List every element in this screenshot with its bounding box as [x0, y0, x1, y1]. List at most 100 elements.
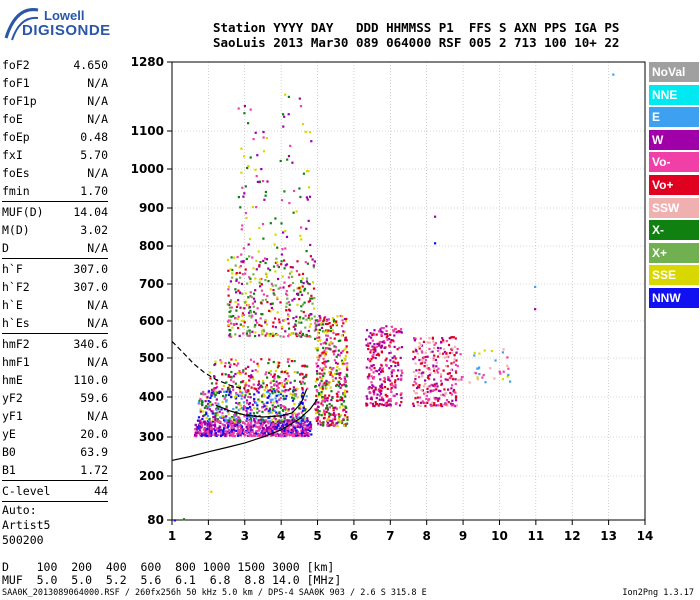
echo-point — [213, 415, 216, 418]
echo-point — [237, 384, 241, 387]
footer-version: Ion2Png 1.3.17 — [622, 588, 694, 598]
echo-point — [246, 303, 250, 307]
echo-point — [227, 419, 230, 422]
echo-point — [269, 222, 272, 225]
echo-point — [310, 433, 313, 436]
echo-point — [612, 73, 615, 76]
echo-point — [332, 350, 335, 353]
echo-point — [312, 264, 315, 267]
echo-point — [253, 387, 256, 390]
echo-point — [376, 370, 379, 373]
echo-point — [432, 357, 435, 360]
echo-point — [230, 358, 233, 361]
echo-point — [241, 394, 244, 397]
echo-point — [299, 105, 303, 108]
echo-point — [273, 377, 276, 380]
echo-point — [337, 339, 340, 343]
echo-point — [305, 333, 308, 336]
echo-point — [293, 360, 296, 363]
echo-point — [262, 403, 265, 406]
echo-point — [243, 155, 246, 158]
echo-point — [241, 393, 244, 396]
echo-point — [292, 332, 295, 335]
echo-point — [369, 332, 372, 335]
echo-point — [342, 418, 345, 422]
echo-point — [329, 330, 332, 333]
echo-point — [304, 417, 307, 420]
echo-point — [301, 123, 305, 126]
echo-point — [261, 299, 264, 302]
echo-point — [269, 411, 272, 414]
echo-point — [235, 279, 238, 282]
echo-point — [301, 332, 304, 335]
echo-point — [245, 216, 248, 220]
echo-point — [285, 290, 288, 293]
echo-point — [317, 392, 321, 395]
echo-point — [314, 417, 317, 420]
echo-point — [303, 434, 307, 437]
param-label: foF1p — [2, 94, 37, 108]
echo-point — [208, 421, 211, 424]
echo-point — [335, 392, 338, 395]
echo-point — [305, 318, 308, 321]
echo-point — [304, 424, 307, 427]
echo-point — [211, 420, 215, 423]
echo-point — [433, 388, 436, 392]
echo-point — [246, 411, 249, 414]
echo-point — [339, 314, 342, 318]
echo-point — [337, 417, 340, 420]
echo-point — [210, 431, 213, 434]
echo-point — [231, 386, 235, 389]
echo-point — [231, 272, 234, 275]
echo-point — [239, 408, 242, 411]
echo-point — [248, 403, 251, 406]
echo-point — [279, 159, 282, 163]
echo-point — [451, 351, 454, 354]
echo-point — [303, 427, 306, 430]
echo-point — [279, 434, 282, 437]
echo-point — [247, 389, 250, 392]
echo-point — [391, 369, 394, 372]
echo-point — [341, 398, 344, 401]
echo-point — [337, 353, 340, 356]
echo-point — [284, 420, 287, 423]
echo-point — [387, 337, 391, 341]
x-tick-label: 2 — [204, 529, 212, 543]
echo-point — [451, 347, 454, 350]
echo-point — [329, 419, 332, 422]
echo-point — [242, 432, 245, 435]
echo-point — [316, 409, 319, 412]
echo-point — [229, 268, 232, 271]
echo-point — [453, 388, 456, 392]
echo-point — [276, 401, 279, 404]
echo-point — [268, 393, 271, 396]
echo-point — [256, 404, 259, 407]
echo-point — [426, 341, 429, 344]
echo-point — [248, 379, 251, 382]
echo-point — [316, 336, 319, 339]
echo-point — [262, 382, 265, 385]
echo-point — [328, 371, 331, 374]
echo-point — [311, 302, 314, 305]
echo-point — [424, 382, 427, 386]
echo-point — [199, 408, 202, 411]
echo-point — [473, 351, 476, 354]
echo-point — [379, 367, 382, 370]
echo-point — [281, 275, 284, 278]
echo-point — [331, 420, 334, 423]
echo-point — [257, 365, 260, 368]
echo-point — [303, 375, 306, 378]
echo-point — [468, 381, 471, 384]
echo-point — [277, 382, 280, 385]
echo-point — [335, 384, 338, 387]
echo-point — [249, 406, 252, 409]
echo-point — [236, 423, 239, 426]
echo-point — [278, 411, 281, 414]
echo-point — [265, 407, 268, 410]
echo-point — [288, 387, 292, 390]
echo-point — [344, 354, 347, 357]
echo-point — [299, 401, 302, 404]
echo-point — [285, 305, 288, 308]
echo-point — [269, 310, 272, 313]
echo-point — [418, 358, 421, 362]
